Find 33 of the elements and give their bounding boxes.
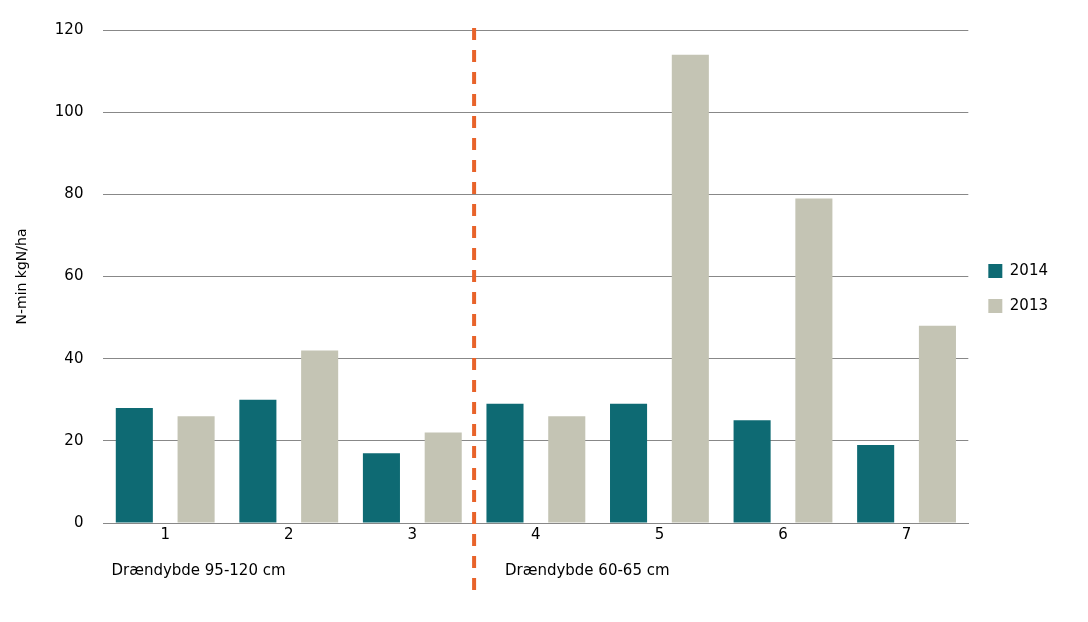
y-tick-label: 120: [54, 19, 84, 38]
x-tick-label: 7: [901, 524, 912, 543]
bar: [918, 325, 956, 523]
x-tick-label: 2: [283, 524, 294, 543]
x-tick-label: 4: [531, 524, 541, 543]
bar: [610, 403, 648, 523]
bar: [671, 54, 709, 523]
y-tick-label: 20: [64, 430, 84, 449]
bar: [362, 453, 400, 523]
y-axis-title: N-min kgN/ha: [13, 228, 30, 325]
bar: [733, 420, 771, 523]
bar: [486, 403, 524, 523]
y-tick-label: 60: [64, 266, 84, 285]
text: Drændybde 60-65 cm: [504, 560, 670, 579]
bar: [301, 350, 339, 523]
y-tick-label: 80: [64, 184, 84, 203]
bar: [239, 399, 277, 523]
x-tick-label: 3: [407, 524, 418, 543]
bar: [857, 444, 895, 523]
bar: [115, 407, 153, 523]
legend-label: 2013: [1009, 295, 1049, 314]
bar: [177, 416, 215, 523]
y-tick-label: 0: [73, 512, 84, 531]
x-tick-label: 6: [778, 524, 788, 543]
bar: [424, 432, 462, 523]
text: Drændybde 95-120 cm: [111, 560, 286, 579]
legend-label: 2014: [1009, 260, 1049, 279]
bar: [548, 416, 586, 523]
x-tick-label: 1: [160, 524, 170, 543]
x-tick-label: 5: [654, 524, 665, 543]
y-tick-label: 100: [54, 102, 84, 121]
bar: [795, 198, 833, 523]
y-tick-label: 40: [64, 348, 84, 367]
